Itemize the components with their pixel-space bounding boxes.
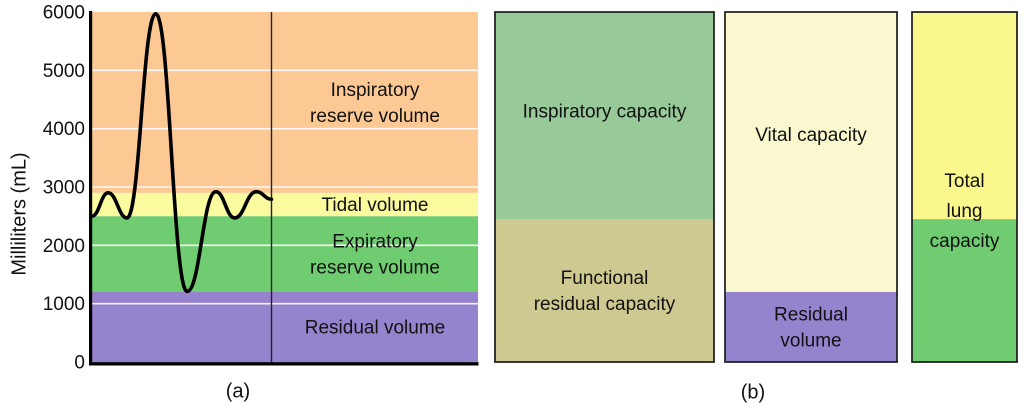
- y-tick-label: 2000: [43, 236, 85, 257]
- capacity-segment-label: Functional: [561, 268, 649, 289]
- y-axis-title: Milliliters (mL): [8, 152, 31, 276]
- capacity-bar-border: [724, 11, 898, 363]
- capacity-bar-border: [494, 11, 715, 363]
- y-tick-label: 4000: [43, 119, 85, 140]
- volume-band-tidal-volume: [92, 192, 478, 217]
- band-label: Residual volume: [305, 318, 445, 339]
- band-label: reserve volume: [310, 106, 440, 127]
- volume-band-expiratory-reserve-volume: [92, 216, 478, 292]
- capacity-bar-label: capacity: [930, 231, 1000, 252]
- band-label: reserve volume: [310, 258, 440, 279]
- y-tick-label: 1000: [43, 294, 85, 315]
- volume-band-inspiratory-reserve-volume: [92, 12, 478, 193]
- capacity-bar-segment: [495, 219, 714, 362]
- capacity-bar-segment: [912, 219, 1017, 362]
- capacity-bar-label: Total: [944, 171, 984, 192]
- y-tick-label: 0: [74, 353, 85, 374]
- capacity-segment-label: residual capacity: [534, 294, 676, 315]
- spirogram-trace: [90, 11, 274, 294]
- band-label: Expiratory: [332, 232, 418, 253]
- band-label: Inspiratory: [331, 80, 420, 101]
- capacity-segment-label: volume: [780, 331, 841, 352]
- panel-a-caption: (a): [225, 380, 251, 403]
- capacity-segment-label: Inspiratory capacity: [523, 102, 687, 123]
- capacity-bar-label: lung: [947, 201, 983, 222]
- capacity-segment-label: Vital capacity: [755, 125, 867, 146]
- capacity-bar-segment: [725, 12, 897, 292]
- y-tick-label: 5000: [43, 61, 85, 82]
- y-tick-label: 6000: [43, 3, 85, 24]
- panel-b-caption: (b): [740, 381, 766, 404]
- capacity-segment-label: Residual: [774, 305, 848, 326]
- y-tick-label: 3000: [43, 178, 85, 199]
- capacity-bar-border: [911, 11, 1018, 363]
- capacity-bar-segment: [912, 12, 1017, 220]
- capacity-bar-segment: [725, 292, 897, 362]
- band-label: Tidal volume: [321, 195, 428, 216]
- capacity-bar-segment: [495, 12, 714, 220]
